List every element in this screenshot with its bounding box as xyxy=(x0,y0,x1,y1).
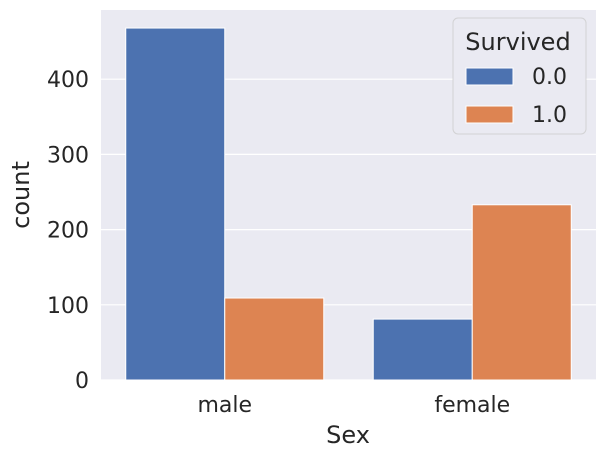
bar-male-0.0 xyxy=(125,27,226,381)
x-tick-label: male xyxy=(197,393,252,418)
y-tick-label: 200 xyxy=(47,219,89,244)
x-tick-label: female xyxy=(434,393,510,418)
y-tick-label: 300 xyxy=(47,143,89,168)
legend-label: 0.0 xyxy=(532,65,567,90)
legend-box xyxy=(452,17,587,135)
legend-swatch xyxy=(465,105,514,124)
y-tick-label: 0 xyxy=(75,369,89,394)
bar-female-0.0 xyxy=(372,318,473,381)
bar-male-1.0 xyxy=(224,297,325,381)
y-tick-label: 400 xyxy=(47,68,89,93)
y-tick-label: 100 xyxy=(47,294,89,319)
legend-title: Survived xyxy=(465,28,570,56)
y-axis-label: count xyxy=(7,161,35,229)
bar-female-1.0 xyxy=(471,204,572,381)
legend-label: 1.0 xyxy=(532,103,567,128)
x-axis-label: Sex xyxy=(326,421,370,449)
legend: Survived 0.0 1.0 xyxy=(452,17,587,135)
legend-swatch xyxy=(465,67,514,86)
